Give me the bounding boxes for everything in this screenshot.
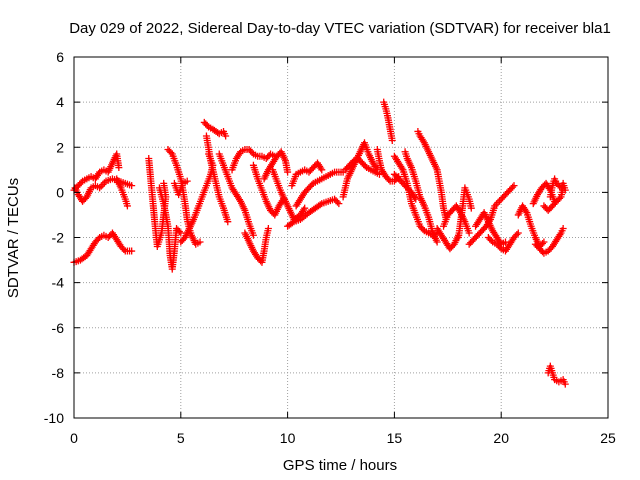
data-point [561,380,569,388]
data-point [249,231,257,239]
y-tick-label: -6 [52,320,65,336]
data-track [414,127,450,221]
x-tick-label: 20 [493,430,509,446]
y-tick-label: -10 [44,410,64,426]
x-tick-label: 10 [280,430,296,446]
data-point [467,204,475,212]
chart-title: Day 029 of 2022, Sidereal Day-to-day VTE… [69,20,611,37]
data-point [556,194,564,202]
data-track [390,170,420,203]
data-point [94,235,102,243]
data-point [128,182,136,190]
data-point [222,132,230,140]
grid-lines [74,57,608,418]
x-tick-labels: 0 5 10 15 20 25 [70,430,616,446]
data-track [164,146,204,248]
data-point [513,230,521,238]
data-point [348,158,356,166]
data-point [318,166,326,174]
data-points [70,98,569,388]
data-point [177,229,185,237]
data-track [544,362,569,388]
data-point [203,121,211,129]
y-tick-label: -8 [52,365,65,381]
data-point [97,182,105,190]
data-point [77,179,85,187]
x-tick-label: 25 [600,430,616,446]
data-track [284,195,343,230]
data-point [514,229,522,237]
y-tick-label: -4 [52,275,65,291]
y-tick-label: 6 [56,49,64,65]
y-tick-labels: -10 -8 -6 -4 -2 0 2 4 6 [44,49,64,426]
data-track [170,177,191,199]
data-point [561,186,569,194]
data-point [465,229,473,237]
data-track [200,118,230,140]
data-track [454,184,475,241]
data-point [308,181,316,189]
data-point [301,204,309,212]
data-track [401,148,441,246]
data-track [373,146,403,185]
data-point [510,182,518,190]
data-track [215,150,257,239]
data-point [115,164,123,172]
data-track [472,209,509,248]
data-track [292,168,347,210]
data-point [335,200,343,208]
data-point [316,201,324,209]
data-point [167,149,175,157]
data-point [487,237,495,245]
data-track [546,175,569,201]
data-point [183,177,191,185]
y-axis-title: SDTVAR / TECUs [5,178,22,298]
axis-ticks [73,56,609,419]
y-tick-label: -2 [52,230,65,246]
data-track [514,202,548,251]
data-point [388,136,396,144]
data-point [494,199,502,207]
data-point [433,238,441,246]
data-point [333,198,341,206]
data-track [531,224,567,257]
data-track [341,155,383,178]
data-point [224,218,232,226]
data-point [120,246,128,254]
y-tick-label: 2 [56,139,64,155]
y-tick-label: 0 [56,184,64,200]
data-point [160,179,168,187]
data-point [123,202,131,210]
data-track [70,229,136,266]
x-tick-label: 0 [70,430,78,446]
data-point [385,176,393,184]
data-point [264,224,272,232]
y-tick-label: 4 [56,94,64,110]
data-point [540,238,548,246]
data-point [559,224,567,232]
data-track [380,98,396,144]
data-point [496,243,504,251]
data-point [419,225,427,233]
data-track [155,184,185,273]
data-point [128,247,136,255]
data-track [113,175,131,210]
x-tick-label: 5 [177,430,185,446]
data-point [361,162,369,170]
data-track [202,132,232,226]
data-track [484,229,522,255]
data-point [538,240,546,248]
data-track [241,224,272,266]
data-point [288,219,296,227]
data-point [284,168,292,176]
x-axis-title: GPS time / hours [283,457,397,474]
x-tick-label: 15 [387,430,403,446]
data-point [196,238,204,246]
data-track [260,148,292,183]
data-point [175,227,183,235]
data-track [288,159,326,190]
data-point [248,149,256,157]
data-point [509,183,517,191]
